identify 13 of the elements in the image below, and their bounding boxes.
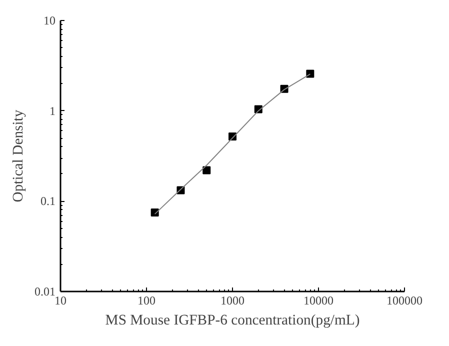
- point: [202, 166, 211, 174]
- point: [306, 70, 314, 78]
- x-tick-label: 100000: [386, 294, 422, 308]
- y-axis-title: Optical Density: [10, 109, 26, 202]
- x-tick-label: 10000: [304, 294, 334, 308]
- x-tick-label: 10: [54, 294, 66, 308]
- y-tick-label: 1: [50, 104, 56, 118]
- y-tick-label: 0.1: [40, 194, 56, 208]
- x-axis-title: MS Mouse IGFBP-6 concentration(pg/mL): [105, 312, 360, 328]
- x-tick-label: 100: [138, 294, 156, 308]
- y-tick-label: 10: [44, 14, 56, 28]
- x-tick-label: 1000: [220, 294, 244, 308]
- y-tick-label: 0.01: [34, 284, 56, 298]
